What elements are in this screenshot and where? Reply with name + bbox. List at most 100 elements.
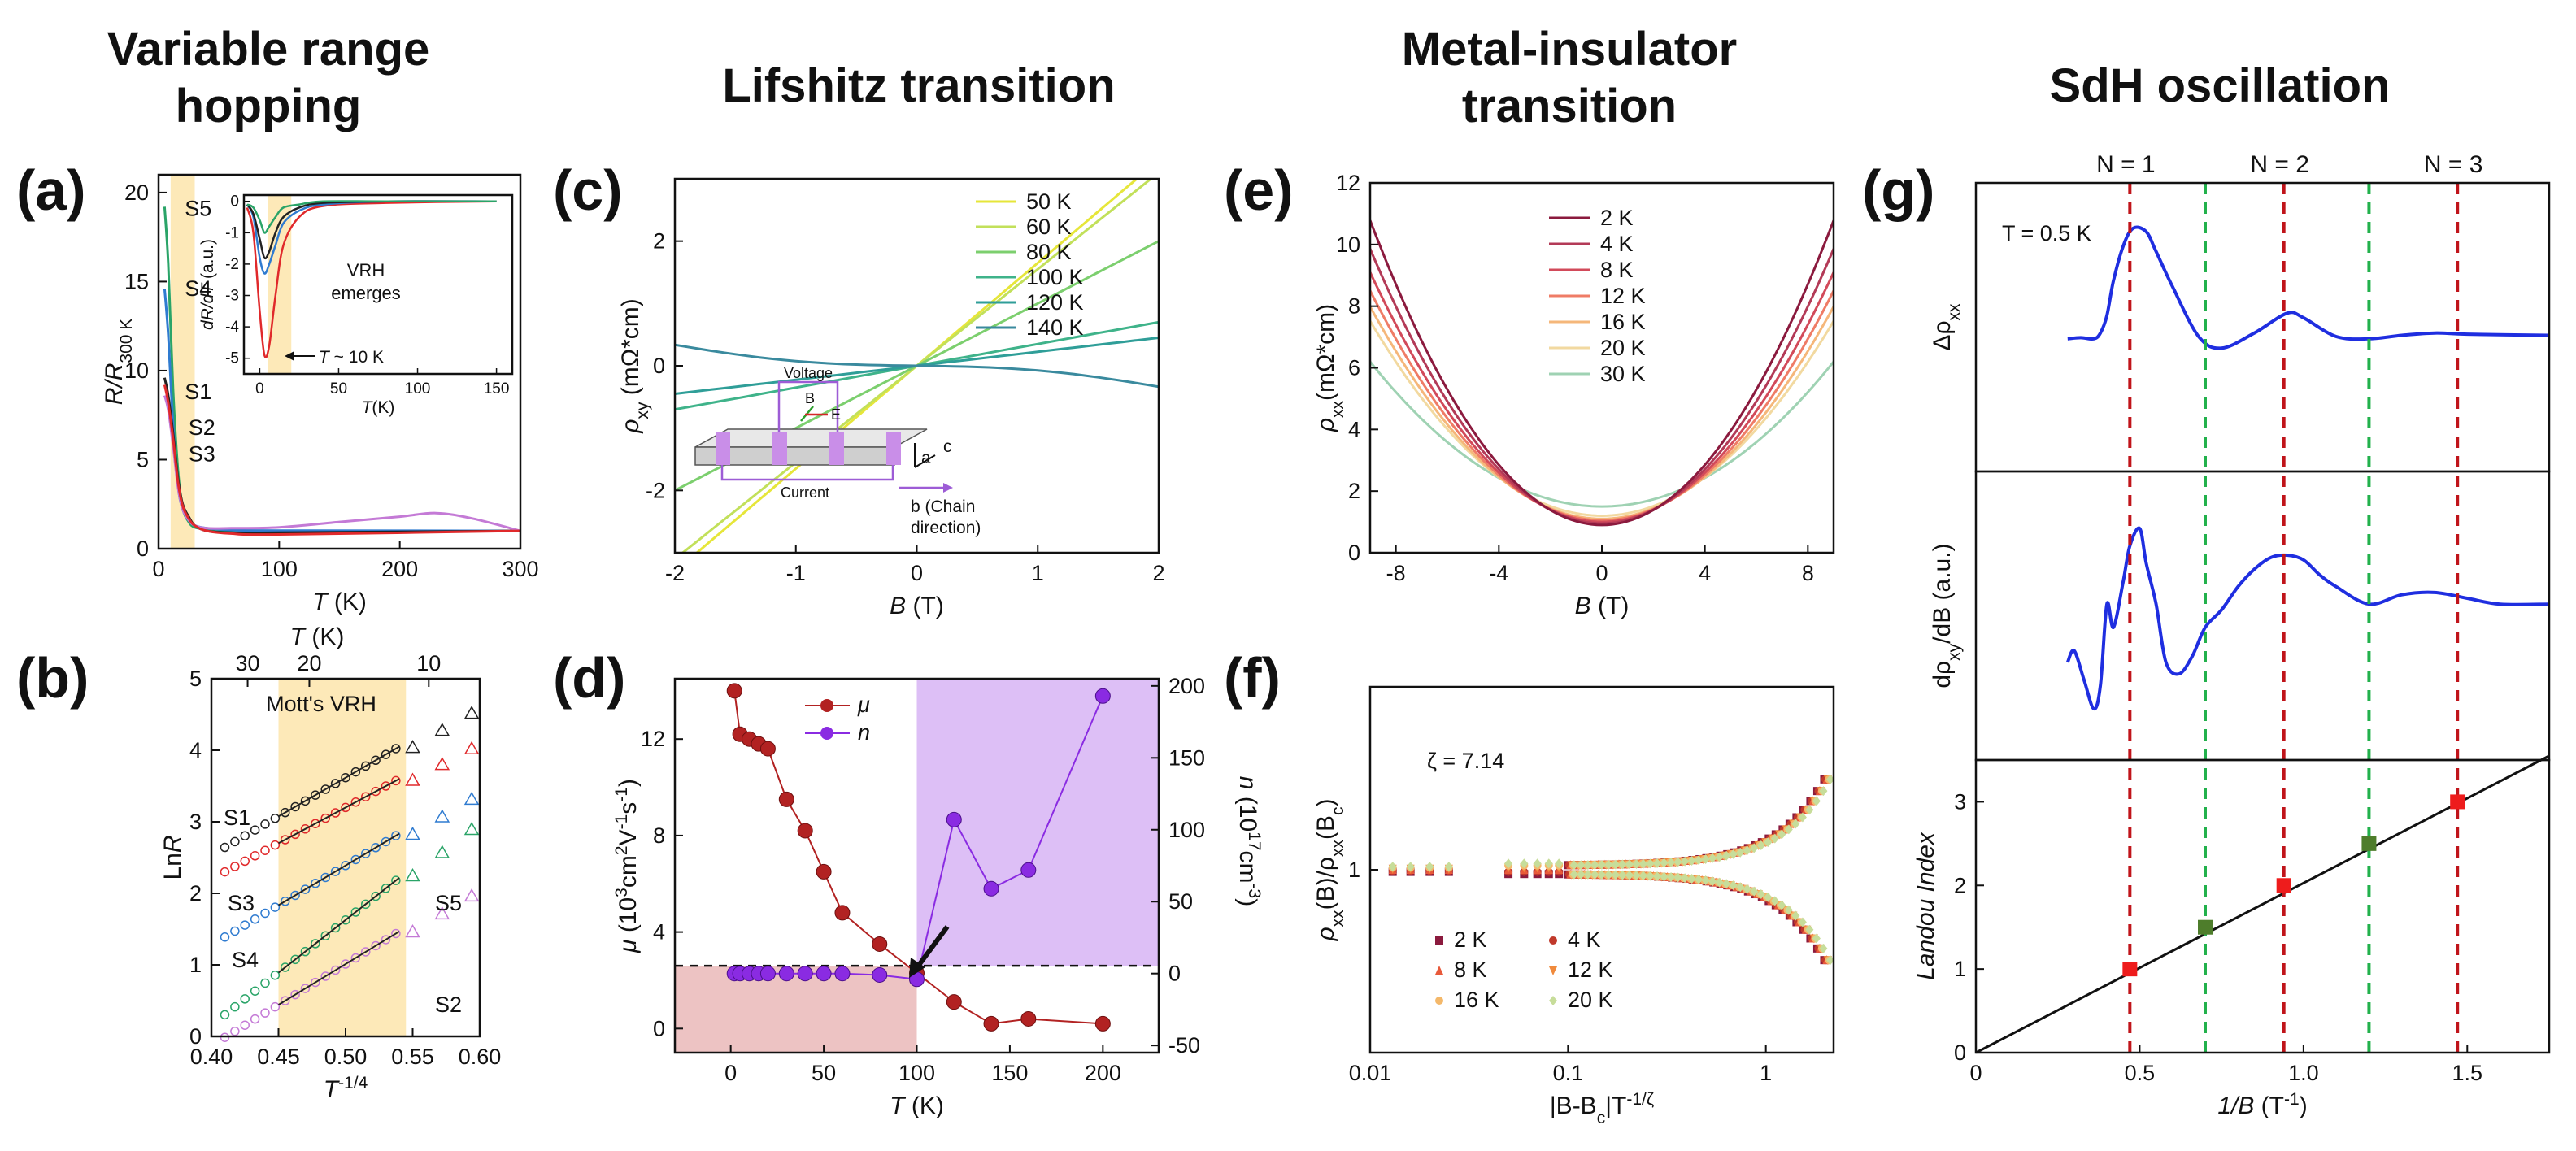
b-point-S2 [361,947,371,957]
b-point-S2 [311,977,320,988]
c-y-tick-label: -2 [646,478,665,502]
f-marker [1618,859,1627,870]
c-x-tick-label: 1 [1032,561,1044,585]
d-ylabel-left: μ (103cm2V-1s-1) [612,779,642,953]
f-marker [1715,852,1724,862]
b-point-S1 [290,801,300,812]
b-point-S3 [330,808,341,818]
d-y-tick-label: 12 [641,727,665,751]
c-current-label: Current [781,484,829,501]
f-marker [1784,824,1793,835]
b-point-S3 [381,781,391,791]
g-y-tick-label: 2 [1954,873,1966,897]
e-y-tick-label: 8 [1348,294,1360,319]
f-marker [1435,997,1443,1005]
b-point-S2 [350,953,361,963]
b-fit-S3 [278,778,400,845]
b-tri-S3 [463,741,480,754]
f-marker [1715,877,1724,888]
b-point-S3 [270,840,281,850]
b-point-S3 [361,792,371,801]
f-marker [1549,966,1557,975]
f-marker [1425,862,1434,872]
c-legend-label: 100 K [1026,265,1084,289]
f-marker [1736,882,1745,893]
c-e-label: E [831,406,841,423]
b-vrh-band [278,679,407,1036]
f-marker [1708,853,1717,863]
b-point-S4 [371,843,381,853]
f-marker [1435,966,1443,975]
b-x-tick-label: 0.50 [324,1045,368,1069]
e-legend-label: 20 K [1600,336,1646,360]
b-point-S2 [290,989,300,1000]
a-inset-arrow-label: T ~ 10 K [319,348,384,367]
f-marker [1729,880,1738,891]
panel-label-c: (c) [553,159,623,222]
f-marker [1569,869,1578,880]
b-y-tick-label: 5 [189,667,202,691]
b-point-S1 [240,831,250,840]
b-fit-S4 [277,832,400,906]
d-ylabel-right: n (1017cm-3) [1234,776,1264,906]
d-x-tick-label: 200 [1085,1061,1121,1085]
c-voltage-wire [777,380,839,432]
a-inset-ylabel: dR/dT (a.u.) [198,239,217,330]
d-mu-point [1094,1015,1111,1032]
d-n-point [983,880,999,897]
f-marker [1444,862,1453,872]
panel-label-f: (f) [1224,646,1281,710]
b-point-S3 [350,797,361,807]
g-x-tick-label: 0.5 [2125,1061,2156,1085]
f-marker [1604,859,1613,870]
d-yr-tick-label: 50 [1168,889,1193,914]
f-marker [1639,871,1648,881]
f-marker [1798,917,1807,927]
b-point-S1 [341,772,350,783]
b-point-S5 [391,875,401,885]
a-series-S3 [163,384,521,536]
b-point-S2 [381,935,391,945]
b-label-S5: S5 [435,891,462,915]
b-point-S4 [270,902,281,912]
b-point-S4 [350,854,361,865]
f-x-tick-label: 0.01 [1349,1061,1392,1085]
a-y-tick-label: 15 [124,269,149,293]
b-point-S4 [361,849,371,858]
g-index-point [2450,794,2465,810]
b-point-S1 [371,755,381,766]
b-x-tick-label: 0.40 [190,1045,233,1069]
b-point-S5 [300,946,311,957]
b-tri-S4 [405,826,420,840]
b-x-tick-label: 0.55 [391,1045,434,1069]
g-temp-annotation: T = 0.5 K [2002,221,2091,245]
b-point-S5 [240,994,250,1004]
b-point-S4 [381,836,391,847]
e-legend-label: 2 K [1600,206,1634,230]
f-marker [1681,856,1690,867]
b-point-S1 [311,790,320,800]
b-point-S2 [281,996,290,1005]
f-marker [1812,796,1821,806]
g-y-tick-label: 1 [1954,957,1966,981]
f-marker [1701,854,1710,865]
d-n-point [872,966,888,983]
a-inset-arrowhead [285,351,294,361]
a-inset-x-tick-label: 150 [484,380,510,397]
e-legend-label: 12 K [1600,284,1646,308]
d-x-tick-label: 0 [724,1061,737,1085]
b-point-S5 [230,1001,240,1012]
b-point-S1 [220,842,230,853]
d-mu-point [834,905,851,921]
g-index-point [2198,919,2213,935]
f-marker [1646,858,1655,869]
f-marker [1604,870,1613,880]
panel-label-d: (d) [553,646,625,710]
f-marker [1611,859,1620,870]
e-ylabel: ρxx(mΩ*cm) [1312,304,1347,432]
f-marker [1673,872,1682,883]
f-marker [1770,896,1779,906]
b-point-S4 [341,861,350,871]
g-curve-2 [2065,526,2550,711]
